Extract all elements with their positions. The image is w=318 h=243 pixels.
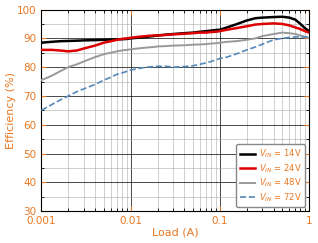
Legend: $V_{IN}$ = 14V, $V_{IN}$ = 24V, $V_{IN}$ = 48V, $V_{IN}$ = 72V: $V_{IN}$ = 14V, $V_{IN}$ = 24V, $V_{IN}$… xyxy=(236,144,305,207)
Y-axis label: Efficiency (%): Efficiency (%) xyxy=(5,72,16,149)
X-axis label: Load (A): Load (A) xyxy=(152,227,199,237)
